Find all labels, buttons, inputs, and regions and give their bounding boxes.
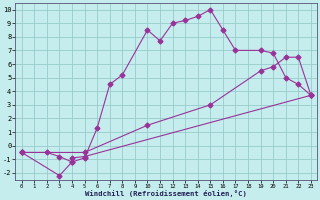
X-axis label: Windchill (Refroidissement éolien,°C): Windchill (Refroidissement éolien,°C) [85, 190, 247, 197]
